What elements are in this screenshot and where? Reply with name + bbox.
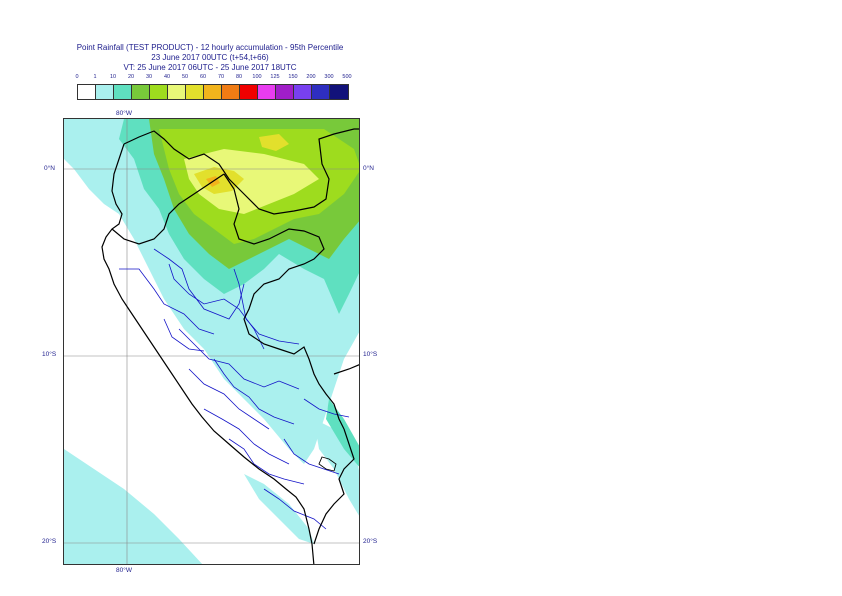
rain-area-50-60b bbox=[259, 134, 289, 151]
admin-line-7 bbox=[213, 358, 295, 425]
legend-swatch bbox=[330, 85, 348, 99]
admin-line-8 bbox=[228, 438, 305, 485]
legend-label: 40 bbox=[163, 74, 171, 80]
legend-label: 100 bbox=[252, 74, 262, 80]
legend-label: 300 bbox=[324, 74, 334, 80]
rain-area-1-10-ocean-strip bbox=[244, 474, 314, 544]
legend-label: 80 bbox=[235, 74, 243, 80]
admin-line-5 bbox=[188, 368, 270, 430]
legend-swatch bbox=[96, 85, 114, 99]
rain-area-40-50 bbox=[184, 149, 319, 214]
legend-label: 200 bbox=[306, 74, 316, 80]
coastline bbox=[101, 143, 315, 564]
legend-label: 500 bbox=[342, 74, 352, 80]
border-ecuador-peru bbox=[111, 173, 225, 245]
lat-label-0-right: 0°N bbox=[363, 165, 374, 172]
admin-boundaries bbox=[119, 248, 350, 530]
admin-line-11 bbox=[163, 318, 205, 352]
admin-line-13 bbox=[303, 398, 350, 418]
legend-swatch bbox=[186, 85, 204, 99]
admin-line-1 bbox=[119, 268, 215, 335]
title-line-3: VT: 25 June 2017 06UTC - 25 June 2017 18… bbox=[123, 63, 297, 72]
legend-label: 125 bbox=[270, 74, 280, 80]
legend-swatch bbox=[294, 85, 312, 99]
legend-label: 60 bbox=[199, 74, 207, 80]
lat-label-0-left: 0°N bbox=[44, 165, 55, 172]
legend-swatch bbox=[222, 85, 240, 99]
admin-line-10 bbox=[263, 488, 327, 530]
legend-swatch-row bbox=[77, 84, 349, 100]
rainfall-map bbox=[63, 118, 360, 565]
legend-swatch bbox=[132, 85, 150, 99]
lat-label-20-left: 20°S bbox=[42, 538, 57, 545]
lon-label-top: 80°W bbox=[116, 110, 132, 117]
border-ecuador-colombia bbox=[123, 128, 359, 215]
legend-swatch bbox=[150, 85, 168, 99]
lat-label-10-right: 10°S bbox=[363, 351, 378, 358]
legend-swatch bbox=[78, 85, 96, 99]
border-bolivia-east bbox=[333, 364, 359, 375]
legend-label: 10 bbox=[109, 74, 117, 80]
legend-label: 70 bbox=[217, 74, 225, 80]
admin-line-12 bbox=[233, 268, 300, 345]
legend-swatch bbox=[276, 85, 294, 99]
legend-swatch bbox=[114, 85, 132, 99]
legend-swatch bbox=[258, 85, 276, 99]
border-peru-colombia-brazil bbox=[223, 173, 345, 430]
legend-label: 30 bbox=[145, 74, 153, 80]
lat-label-20-right: 20°S bbox=[363, 538, 378, 545]
coastline-borders bbox=[101, 128, 359, 564]
lon-label-bottom: 80°W bbox=[116, 567, 132, 574]
admin-line-4 bbox=[178, 328, 300, 390]
title-line-1: Point Rainfall (TEST PRODUCT) - 12 hourl… bbox=[76, 43, 344, 52]
lake-titicaca bbox=[318, 456, 337, 472]
map-svg bbox=[64, 119, 359, 564]
legend-swatch bbox=[240, 85, 258, 99]
legend-swatch bbox=[204, 85, 222, 99]
title-line-2: 23 June 2017 00UTC (t+54,t+66) bbox=[151, 53, 269, 62]
legend-swatch bbox=[312, 85, 330, 99]
border-peru-bolivia bbox=[313, 428, 355, 545]
legend-label: 0 bbox=[75, 74, 79, 80]
legend-label: 150 bbox=[288, 74, 298, 80]
rain-area-1-10-ocean bbox=[64, 449, 203, 564]
lat-label-10-left: 10°S bbox=[42, 351, 57, 358]
rainfall-fill-layer bbox=[64, 119, 359, 564]
legend-label: 1 bbox=[93, 74, 97, 80]
admin-line-6 bbox=[203, 408, 290, 465]
legend-label: 20 bbox=[127, 74, 135, 80]
color-legend: 0 1 10 20 30 40 50 60 70 80 100 125 150 200 300 500 bbox=[75, 74, 352, 104]
legend-label: 50 bbox=[181, 74, 189, 80]
rain-area-50-60 bbox=[194, 167, 244, 194]
admin-line-9 bbox=[283, 438, 340, 475]
legend-swatch bbox=[168, 85, 186, 99]
